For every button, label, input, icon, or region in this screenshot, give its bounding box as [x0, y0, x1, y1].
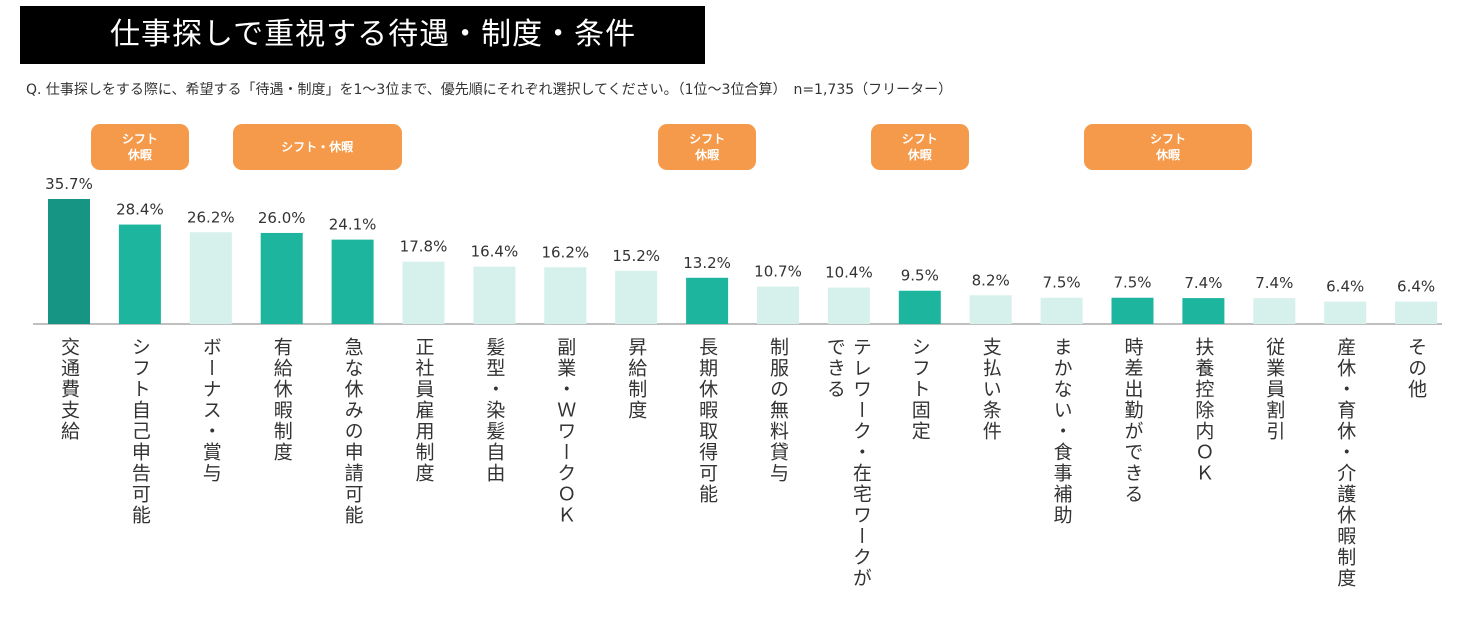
shift-leave-badge: シフト 休暇: [1083, 124, 1253, 170]
data-label: 15.2%: [612, 247, 660, 265]
chart-title: 仕事探しで重視する待遇・制度・条件: [20, 6, 705, 64]
data-label: 26.2%: [187, 208, 235, 226]
bar: [331, 239, 374, 324]
data-label: 35.7%: [45, 175, 93, 193]
bar: [1324, 301, 1367, 324]
category-label: 制服の無料貸与: [767, 337, 789, 484]
data-label: 6.4%: [1326, 278, 1364, 296]
bar: [827, 287, 870, 324]
category-label: 急な休みの申請可能: [341, 337, 364, 526]
bar: [615, 270, 658, 324]
bar: [969, 295, 1012, 324]
shift-leave-badge: シフト 休暇: [658, 124, 757, 170]
category-label: テレワーク・在宅ワークが できる: [823, 337, 872, 589]
bar: [1040, 297, 1083, 324]
category-label: 産休・育休・介護休暇制度: [1334, 337, 1357, 589]
category-label: その他: [1405, 337, 1428, 400]
category-label: 副業・ＷワークＯＫ: [554, 337, 577, 526]
data-label: 24.1%: [329, 216, 377, 234]
data-label: 7.5%: [1113, 274, 1151, 292]
bar: [402, 261, 445, 324]
bar: [473, 266, 516, 324]
data-label: 7.4%: [1184, 274, 1222, 292]
data-label: 7.5%: [1043, 274, 1081, 292]
bar: [1111, 297, 1154, 324]
bar: [260, 232, 303, 324]
bar: [1395, 301, 1438, 324]
bar: [1182, 298, 1225, 324]
category-label: ボーナス・賞与: [199, 337, 222, 484]
bar: [1253, 298, 1296, 324]
data-label: 9.5%: [901, 267, 939, 285]
category-label: 支払い条件: [979, 337, 1002, 442]
category-label: 時差出勤ができる: [1121, 337, 1144, 505]
data-label: 6.4%: [1397, 278, 1435, 296]
category-label: 長期休暇取得可能: [696, 337, 719, 505]
data-label: 17.8%: [400, 238, 448, 256]
bar: [118, 224, 161, 324]
category-label: 交通費支給: [58, 337, 80, 442]
category-label: 有給休暇制度: [270, 337, 293, 463]
data-label: 8.2%: [972, 271, 1010, 289]
data-label: 10.7%: [754, 263, 802, 281]
bar: [686, 277, 729, 324]
category-label: 扶養控除内ＯＫ: [1192, 337, 1215, 484]
category-label: 正社員雇用制度: [412, 337, 435, 484]
category-label: まかない・食事補助: [1050, 337, 1073, 526]
survey-question: Q. 仕事探しをする際に、希望する「待遇・制度」を1～3位まで、優先順にそれぞれ…: [26, 82, 953, 98]
data-label: 16.2%: [541, 243, 589, 261]
bar: [898, 290, 941, 324]
data-label: 16.4%: [471, 243, 519, 261]
bar: [757, 286, 799, 324]
data-label: 26.0%: [258, 209, 306, 227]
data-label: 7.4%: [1255, 274, 1293, 292]
data-label: 28.4%: [116, 201, 164, 219]
bar: [189, 232, 232, 324]
category-label: シフト固定: [908, 337, 931, 442]
category-label: 従業員割引: [1263, 337, 1286, 442]
category-label: 昇給制度: [625, 337, 648, 421]
shift-leave-badge: シフト・休暇: [232, 124, 402, 170]
data-label: 13.2%: [683, 254, 731, 272]
data-label: 10.4%: [825, 264, 873, 282]
shift-leave-badge: シフト 休暇: [90, 124, 189, 170]
category-label: 髪型・染髪自由: [483, 337, 506, 484]
bar: [544, 267, 587, 324]
category-label: シフト自己申告可能: [128, 337, 151, 526]
bar: [48, 199, 90, 324]
shift-leave-badge: シフト 休暇: [870, 124, 969, 170]
